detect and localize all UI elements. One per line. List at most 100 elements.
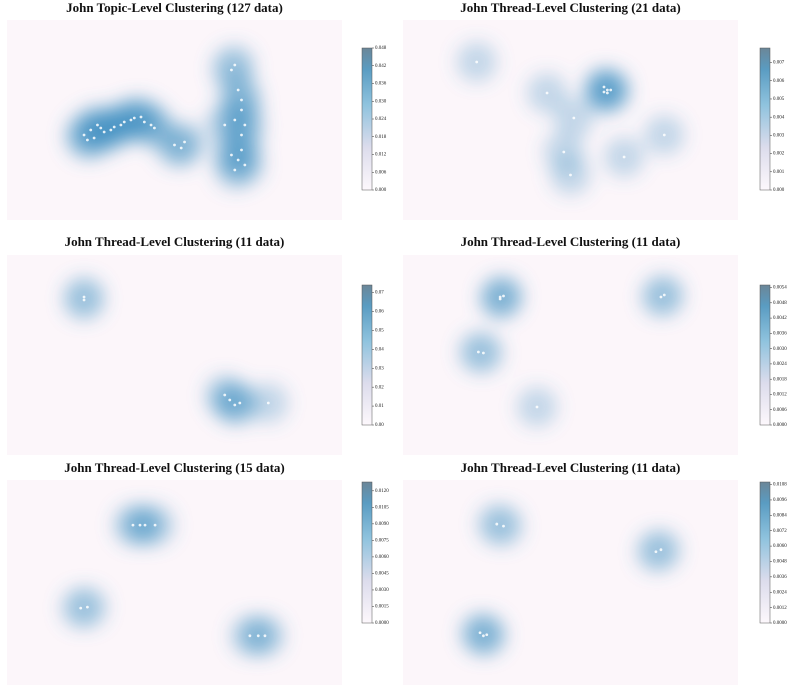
- colorbar-tick-label: 0.0030: [375, 588, 389, 593]
- colorbar-tick-label: 0.0036: [773, 332, 787, 337]
- colorbar-tick-label: 0.0060: [773, 544, 787, 549]
- plot-area: [403, 255, 738, 455]
- data-point: [79, 606, 83, 610]
- colorbar-tick-label: 0.0018: [773, 377, 787, 382]
- panel: John Thread-Level Clustering (11 data) 0.…: [403, 460, 787, 685]
- colorbar-tick-label: 0.0030: [773, 347, 787, 352]
- colorbar-tick-label: 0.000: [375, 188, 387, 193]
- colorbar-tick-label: 0.007: [773, 61, 785, 66]
- data-point: [230, 153, 233, 157]
- data-point: [233, 118, 237, 122]
- colorbar-tick-label: 0.0048: [773, 301, 787, 306]
- data-point: [153, 523, 157, 527]
- data-point: [569, 173, 572, 177]
- data-point: [233, 63, 237, 67]
- data-point: [238, 401, 242, 405]
- data-point: [256, 634, 260, 638]
- colorbar: [759, 47, 771, 191]
- colorbar-tick-label: 0.05: [375, 329, 384, 334]
- data-point: [89, 128, 93, 132]
- data-point: [266, 401, 270, 405]
- data-point: [173, 143, 176, 147]
- colorbar-tick-label: 0.0048: [773, 560, 787, 565]
- colorbar-tick-label: 0.0000: [773, 423, 787, 428]
- colorbar-tick-label: 0.0060: [375, 555, 389, 560]
- data-point: [179, 146, 183, 150]
- colorbar-tick-label: 0.0042: [773, 316, 787, 321]
- data-point: [243, 123, 247, 127]
- colorbar-tick-label: 0.004: [773, 115, 785, 120]
- data-point: [476, 350, 480, 354]
- panel: John Thread-Level Clustering (15 data) 0.…: [7, 460, 389, 685]
- data-point: [502, 524, 505, 528]
- colorbar-tick-label: 0.030: [375, 99, 387, 104]
- panel: John Topic-Level Clustering (127 data) 0.…: [7, 0, 387, 220]
- data-point: [240, 148, 243, 152]
- data-point: [143, 523, 147, 527]
- data-point: [475, 60, 479, 64]
- colorbar-tick-label: 0.06: [375, 310, 384, 315]
- data-point: [605, 88, 609, 92]
- data-point: [498, 297, 502, 301]
- data-point: [228, 398, 232, 402]
- panel: John Thread-Level Clustering (11 data) 0.…: [403, 234, 787, 455]
- data-point: [545, 91, 549, 95]
- data-point: [482, 634, 485, 638]
- colorbar-tick-label: 0.042: [375, 64, 387, 69]
- colorbar-tick-label: 0.0024: [773, 590, 787, 595]
- data-point: [132, 116, 136, 120]
- colorbar-tick-label: 0.0120: [375, 489, 389, 494]
- colorbar-tick-label: 0.03: [375, 366, 384, 371]
- data-point: [240, 98, 243, 102]
- chart-title: John Topic-Level Clustering (127 data): [66, 0, 283, 15]
- colorbar-tick-label: 0.0096: [773, 498, 787, 503]
- colorbar-tick-label: 0.012: [375, 153, 387, 158]
- colorbar-tick-label: 0.001: [773, 170, 785, 175]
- colorbar-tick-label: 0.0045: [375, 572, 389, 577]
- data-point: [535, 405, 539, 409]
- data-point: [223, 393, 227, 397]
- data-point: [223, 123, 227, 127]
- data-point: [495, 522, 499, 526]
- colorbar-tick-label: 0.0000: [773, 621, 787, 626]
- data-point: [138, 523, 142, 527]
- colorbar-tick-label: 0.0090: [375, 522, 389, 527]
- data-point: [96, 123, 99, 127]
- data-point: [240, 133, 243, 137]
- colorbar-tick-label: 0.0108: [773, 483, 787, 488]
- colorbar-tick-label: 0.01: [375, 404, 384, 409]
- colorbar-tick-label: 0.00: [375, 423, 384, 428]
- colorbar-tick-label: 0.0000: [375, 621, 389, 626]
- colorbar: [361, 47, 373, 191]
- data-point: [82, 295, 86, 299]
- colorbar-tick-label: 0.0072: [773, 529, 787, 534]
- data-point: [236, 88, 240, 92]
- data-point: [139, 115, 143, 119]
- colorbar-tick-label: 0.005: [773, 97, 785, 102]
- plot-area: [7, 20, 342, 220]
- data-point: [122, 120, 126, 124]
- chart-title: John Thread-Level Clustering (15 data): [64, 460, 285, 475]
- colorbar-tick-label: 0.07: [375, 291, 384, 296]
- data-point: [602, 90, 606, 94]
- data-point: [233, 403, 237, 407]
- data-point: [243, 163, 247, 167]
- data-point: [109, 128, 113, 132]
- data-point: [485, 633, 489, 637]
- data-point: [263, 634, 267, 638]
- data-point: [183, 140, 186, 144]
- panel: John Thread-Level Clustering (11 data) 0.…: [7, 234, 384, 455]
- colorbar-tick-label: 0.0054: [773, 286, 787, 291]
- colorbar-tick-label: 0.04: [375, 347, 384, 352]
- data-point: [82, 133, 86, 137]
- data-point: [119, 123, 123, 127]
- colorbar-tick-label: 0.0012: [773, 393, 787, 398]
- colorbar-tick-label: 0.0105: [375, 505, 389, 510]
- colorbar-tick-label: 0.0024: [773, 362, 787, 367]
- colorbar: [361, 284, 373, 426]
- colorbar-tick-label: 0.006: [773, 79, 785, 84]
- colorbar-tick-label: 0.0084: [773, 513, 787, 518]
- colorbar-tick-label: 0.018: [375, 135, 387, 140]
- data-point: [478, 631, 482, 635]
